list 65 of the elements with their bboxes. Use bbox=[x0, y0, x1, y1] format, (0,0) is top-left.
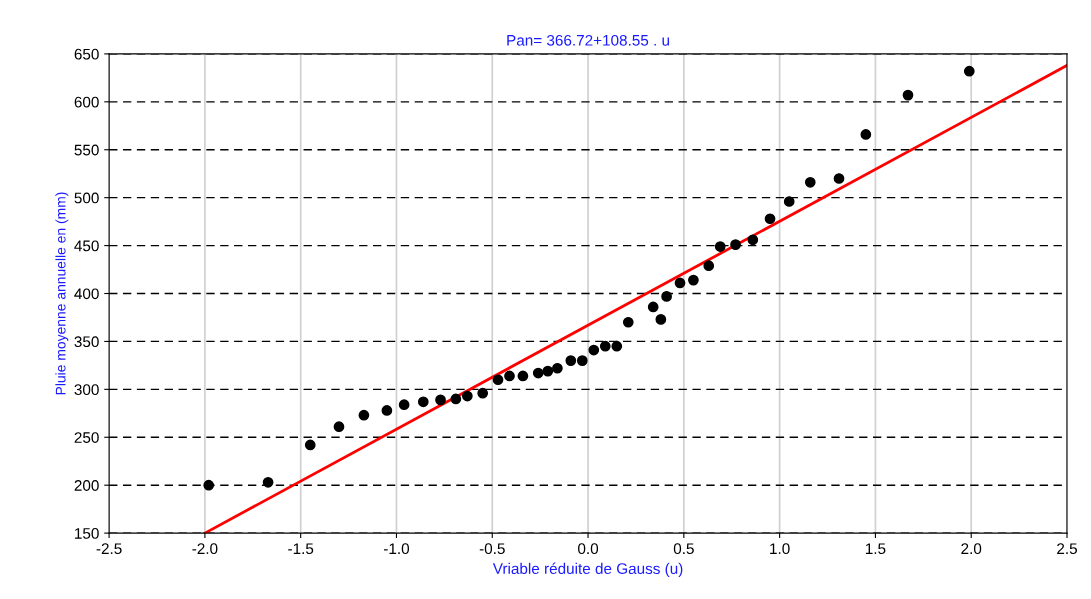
point bbox=[304, 439, 316, 451]
x-tick-label: 0.0 bbox=[578, 543, 599, 555]
point bbox=[860, 129, 872, 140]
y-tick-label: 400 bbox=[74, 288, 99, 300]
x-tick-label: -2.0 bbox=[192, 543, 218, 555]
point bbox=[714, 241, 726, 252]
x-tick-label: 0.5 bbox=[673, 543, 694, 555]
point bbox=[477, 387, 489, 399]
x-tick-label: 1.5 bbox=[865, 543, 886, 555]
chart-title: Pan= 366.72+108.55 . u bbox=[507, 34, 670, 46]
point bbox=[655, 314, 667, 325]
point bbox=[647, 301, 659, 313]
point bbox=[599, 340, 611, 352]
point bbox=[450, 393, 462, 405]
point bbox=[532, 367, 544, 379]
point bbox=[588, 344, 600, 356]
y-tick-label: 150 bbox=[75, 527, 99, 539]
point bbox=[611, 340, 623, 352]
point bbox=[517, 370, 529, 382]
point bbox=[358, 409, 370, 421]
x-axis-title: Vriable réduite de Gauss (u) bbox=[492, 562, 683, 578]
point bbox=[833, 173, 845, 184]
point bbox=[262, 476, 274, 488]
y-axis-title: Pluie moyenne annuelle en (mm) bbox=[55, 192, 69, 395]
x-tick-label: -0.5 bbox=[479, 543, 505, 555]
y-tick-label: 500 bbox=[74, 192, 99, 204]
point bbox=[674, 277, 686, 289]
y-tick-label: 550 bbox=[74, 144, 99, 156]
point bbox=[492, 374, 504, 386]
point bbox=[764, 213, 776, 225]
y-tick-label: 300 bbox=[74, 384, 99, 396]
x-tick-label: -1.5 bbox=[288, 543, 314, 555]
point bbox=[504, 370, 515, 382]
point bbox=[783, 196, 795, 207]
point bbox=[398, 399, 410, 411]
point bbox=[333, 421, 345, 433]
point bbox=[622, 316, 634, 328]
y-tick-label: 450 bbox=[74, 240, 99, 252]
point bbox=[435, 394, 446, 406]
x-tick-label: -2.5 bbox=[96, 543, 122, 555]
point bbox=[565, 355, 577, 366]
point bbox=[381, 405, 393, 416]
y-tick-label: 350 bbox=[74, 336, 99, 348]
point bbox=[804, 176, 816, 188]
point bbox=[576, 355, 588, 366]
x-tick-label: 2.0 bbox=[961, 543, 982, 555]
x-tick-label: 1.0 bbox=[770, 543, 790, 555]
point bbox=[552, 362, 563, 374]
point bbox=[963, 65, 975, 77]
point bbox=[703, 260, 715, 272]
point bbox=[661, 291, 672, 302]
point bbox=[542, 365, 554, 377]
point bbox=[203, 479, 215, 491]
y-tick-label: 650 bbox=[74, 48, 99, 60]
point bbox=[902, 89, 914, 101]
y-tick-label: 250 bbox=[74, 432, 99, 443]
y-tick-label: 200 bbox=[74, 480, 99, 491]
x-tick-label: 2.5 bbox=[1057, 543, 1077, 555]
x-tick-label: -1.0 bbox=[383, 543, 410, 555]
point bbox=[417, 396, 429, 408]
point bbox=[462, 390, 473, 402]
point bbox=[747, 234, 759, 246]
point bbox=[688, 274, 699, 286]
y-tick-label: 600 bbox=[74, 96, 99, 108]
point bbox=[730, 239, 741, 250]
